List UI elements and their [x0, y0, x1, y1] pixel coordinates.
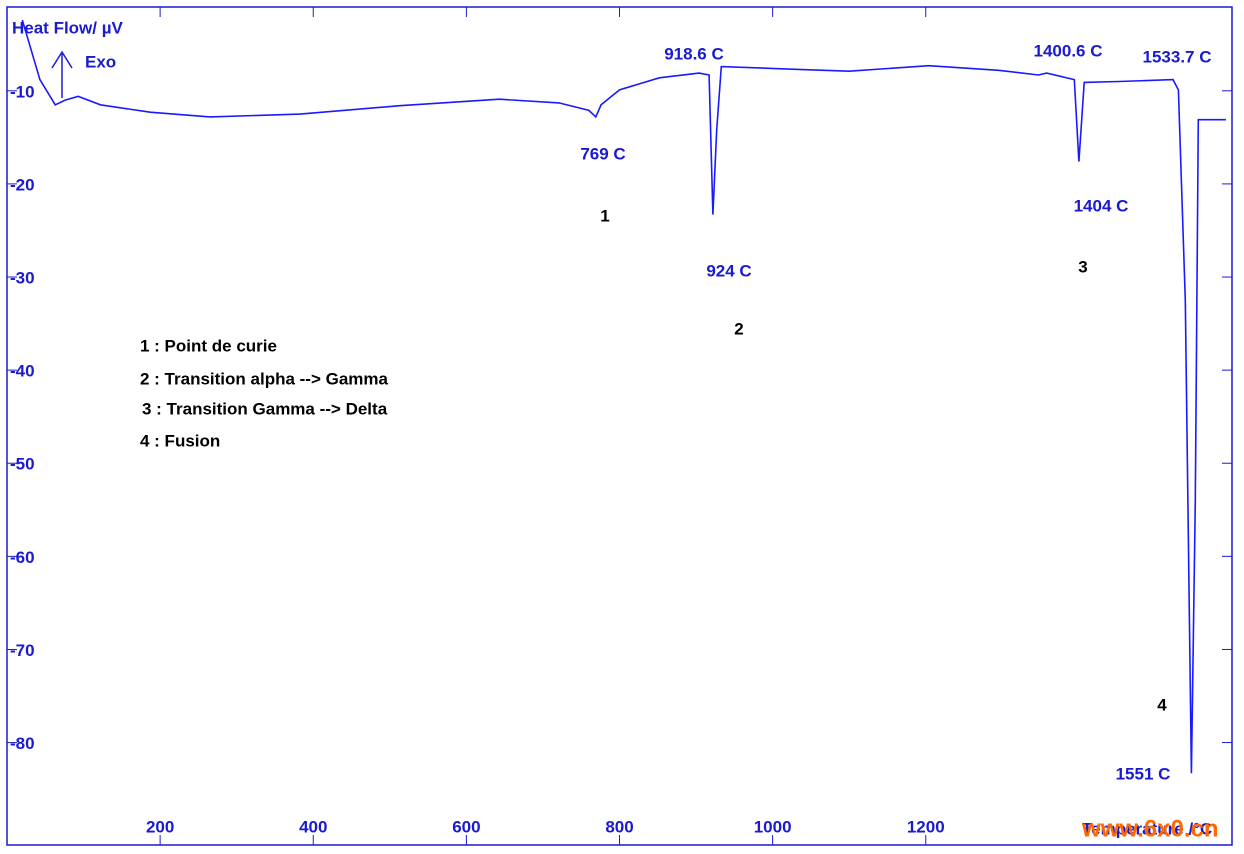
annotation: 2	[734, 319, 743, 338]
x-tick-label: 600	[452, 817, 480, 836]
y-tick-label: -70	[10, 641, 35, 660]
legend-entry: 1 : Point de curie	[140, 336, 277, 355]
heat-flow-curve	[21, 19, 1226, 774]
annotation: 1	[600, 206, 609, 225]
x-tick-label: 800	[605, 817, 633, 836]
y-tick-label: -10	[10, 82, 35, 101]
y-tick-label: -40	[10, 362, 35, 381]
annotation: 1404 C	[1074, 196, 1129, 215]
x-tick-label: 200	[146, 817, 174, 836]
plot-frame	[6, 6, 1233, 846]
y-tick-label: -80	[10, 734, 35, 753]
x-axis-label: Temperature /°C	[1082, 819, 1212, 838]
y-tick-label: -30	[10, 269, 35, 288]
exo-arrow-head	[51, 50, 73, 69]
annotation: 3	[1078, 257, 1087, 276]
x-tick-label: 1200	[907, 817, 945, 836]
legend-entry: 2 : Transition alpha --> Gamma	[140, 369, 389, 388]
annotation: 924 C	[706, 261, 751, 280]
x-tick-label: 400	[299, 817, 327, 836]
y-axis-label: Heat Flow/ µV	[12, 18, 124, 37]
legend-entry: 4 : Fusion	[140, 431, 220, 450]
y-tick-label: -60	[10, 548, 35, 567]
x-tick-label: 1000	[754, 817, 792, 836]
legend-entry: 3 : Transition Gamma --> Delta	[142, 399, 388, 418]
annotation: 1551 C	[1116, 764, 1171, 783]
annotation: 769 C	[580, 144, 625, 163]
annotation: 1400.6 C	[1034, 41, 1103, 60]
y-tick-label: -50	[10, 455, 35, 474]
annotation: 918.6 C	[664, 44, 724, 63]
y-tick-label: -20	[10, 175, 35, 194]
annotation: 4	[1157, 695, 1167, 714]
exo-label: Exo	[85, 52, 116, 71]
annotation: 1533.7 C	[1143, 47, 1212, 66]
watermark: www.6x0.cn	[1081, 815, 1219, 842]
